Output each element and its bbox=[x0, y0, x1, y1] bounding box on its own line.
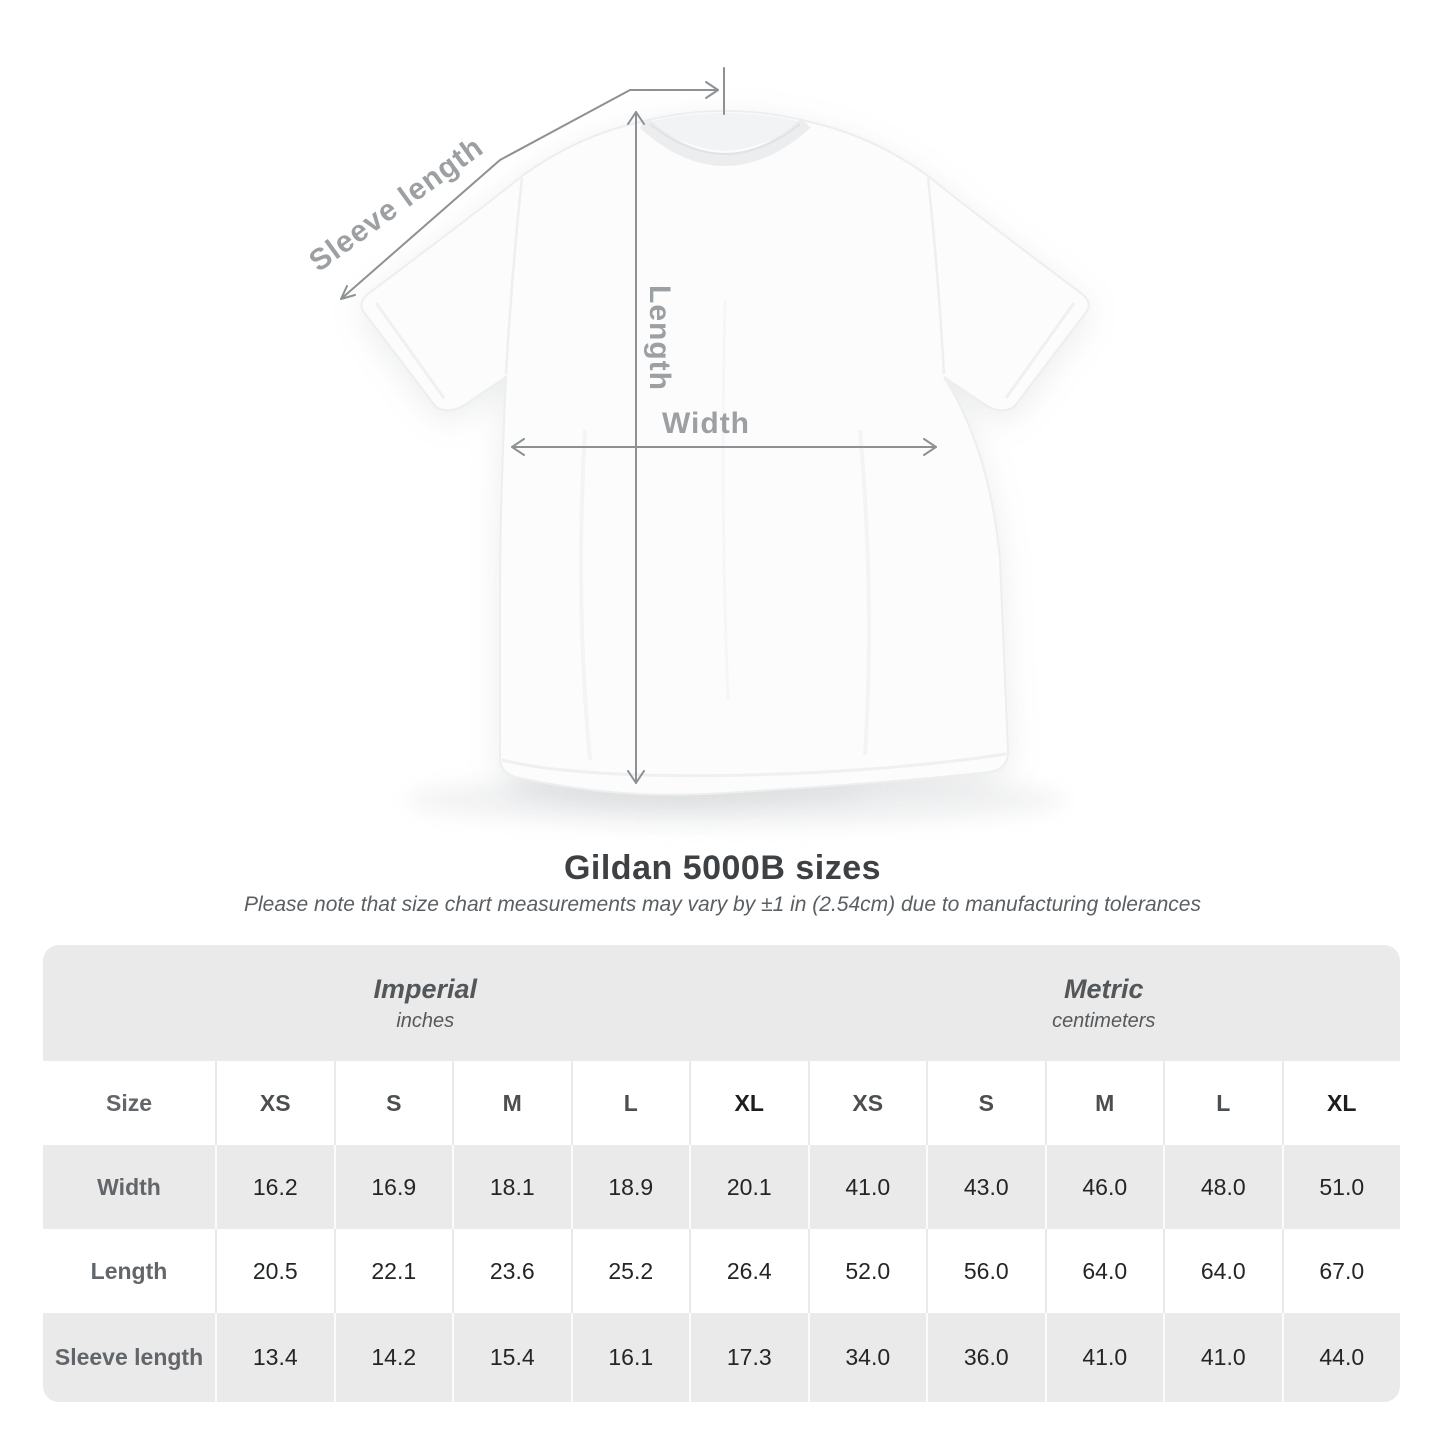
width-label: Width bbox=[662, 407, 750, 440]
tshirt-size-diagram: Sleeve length Length Width bbox=[303, 67, 1090, 826]
imperial-label: Imperial bbox=[373, 973, 478, 1004]
metric-unit: centimeters bbox=[1052, 1009, 1156, 1032]
value-cell: 41.0 bbox=[1163, 1313, 1282, 1402]
length-label: Length bbox=[643, 285, 676, 391]
sleeve-length-line bbox=[340, 67, 725, 300]
size-header-metric-xl: XL bbox=[1281, 1061, 1401, 1145]
size-header-imperial-xs: XS bbox=[215, 1061, 334, 1145]
size-header-row: Size XS S M L XL XS S M L XL bbox=[43, 1061, 1400, 1145]
value-cell: 64.0 bbox=[1044, 1229, 1164, 1313]
size-header-imperial-m: M bbox=[452, 1061, 571, 1145]
value-cell: 52.0 bbox=[807, 1229, 927, 1313]
value-cell: 41.0 bbox=[807, 1145, 927, 1229]
value-cell: 41.0 bbox=[1044, 1313, 1164, 1402]
value-cell: 18.9 bbox=[570, 1145, 690, 1229]
page-subtitle: Please note that size chart measurements… bbox=[244, 893, 1201, 916]
value-cell: 67.0 bbox=[1281, 1229, 1401, 1313]
value-cell: 20.1 bbox=[689, 1145, 808, 1229]
size-header-imperial-s: S bbox=[333, 1061, 453, 1145]
value-cell: 46.0 bbox=[1044, 1145, 1164, 1229]
imperial-unit-header: Imperial inches bbox=[43, 945, 808, 1061]
value-cell: 13.4 bbox=[215, 1313, 334, 1402]
fabric-folds bbox=[374, 177, 1076, 778]
size-corner-label: Size bbox=[105, 1089, 153, 1116]
value-cell: 25.2 bbox=[570, 1229, 690, 1313]
metric-unit-header: Metric centimeters bbox=[808, 945, 1401, 1061]
value-cell: 36.0 bbox=[926, 1313, 1045, 1402]
size-header-metric-m: M bbox=[1044, 1061, 1164, 1145]
size-header-metric-l: L bbox=[1163, 1061, 1282, 1145]
row-label-sleeve-length: Sleeve length bbox=[54, 1344, 204, 1370]
table-row-width: Width 16.2 16.9 18.1 18.9 20.1 41.0 43.0… bbox=[43, 1145, 1400, 1229]
collar-band bbox=[639, 118, 811, 166]
size-header-imperial-l: L bbox=[570, 1061, 690, 1145]
value-cell: 20.5 bbox=[215, 1229, 334, 1313]
value-cell: 23.6 bbox=[452, 1229, 571, 1313]
metric-label: Metric bbox=[1063, 973, 1144, 1004]
value-cell: 44.0 bbox=[1281, 1313, 1401, 1402]
row-label-length: Length bbox=[90, 1257, 168, 1284]
table-row-sleeve-length: Sleeve length 13.4 14.2 15.4 16.1 17.3 3… bbox=[43, 1313, 1400, 1402]
table-row-length: Length 20.5 22.1 23.6 25.2 26.4 52.0 56.… bbox=[43, 1229, 1400, 1313]
value-cell: 18.1 bbox=[452, 1145, 571, 1229]
value-cell: 34.0 bbox=[807, 1313, 927, 1402]
value-cell: 16.9 bbox=[333, 1145, 453, 1229]
value-cell: 16.1 bbox=[570, 1313, 690, 1402]
value-cell: 26.4 bbox=[689, 1229, 808, 1313]
value-cell: 56.0 bbox=[926, 1229, 1045, 1313]
value-cell: 17.3 bbox=[689, 1313, 808, 1402]
value-cell: 16.2 bbox=[215, 1145, 334, 1229]
width-line bbox=[511, 438, 937, 456]
value-cell: 14.2 bbox=[333, 1313, 453, 1402]
value-cell: 43.0 bbox=[926, 1145, 1045, 1229]
collar-inside bbox=[648, 113, 802, 151]
tshirt-photo bbox=[360, 110, 1090, 796]
size-chart-table: Imperial inches Metric centimeters Size … bbox=[43, 945, 1400, 1402]
row-label-width: Width bbox=[97, 1173, 161, 1200]
page-title: Gildan 5000B sizes bbox=[563, 849, 882, 887]
imperial-unit: inches bbox=[396, 1009, 455, 1032]
value-cell: 64.0 bbox=[1163, 1229, 1282, 1313]
value-cell: 22.1 bbox=[333, 1229, 453, 1313]
size-header-metric-xs: XS bbox=[807, 1061, 927, 1145]
value-cell: 51.0 bbox=[1281, 1145, 1401, 1229]
size-header-metric-s: S bbox=[926, 1061, 1045, 1145]
size-header-imperial-xl: XL bbox=[689, 1061, 808, 1145]
value-cell: 15.4 bbox=[452, 1313, 571, 1402]
unit-header-row: Imperial inches Metric centimeters bbox=[43, 945, 1400, 1061]
collar-seam bbox=[649, 123, 801, 155]
value-cell: 48.0 bbox=[1163, 1145, 1282, 1229]
